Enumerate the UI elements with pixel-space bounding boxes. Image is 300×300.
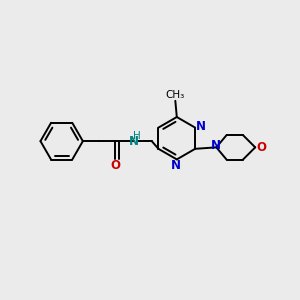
- Text: N: N: [171, 159, 181, 172]
- Text: O: O: [256, 141, 266, 154]
- Text: H: H: [133, 131, 140, 141]
- Text: O: O: [110, 159, 120, 172]
- Text: N: N: [128, 135, 139, 148]
- Text: CH₃: CH₃: [166, 90, 185, 100]
- Text: N: N: [196, 120, 206, 133]
- Text: N: N: [212, 140, 221, 152]
